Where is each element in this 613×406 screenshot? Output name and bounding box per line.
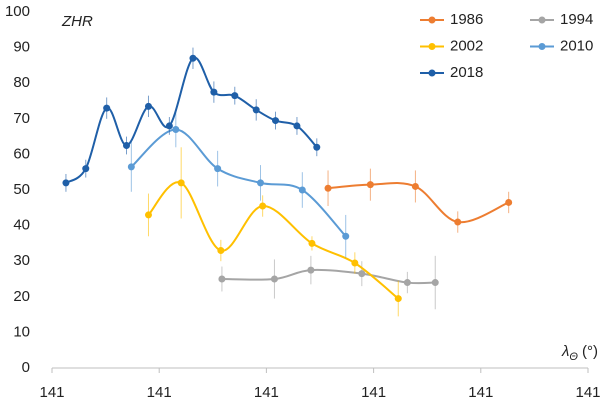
data-point (366, 181, 374, 189)
legend-marker (538, 16, 546, 24)
data-point (189, 54, 197, 62)
y-axis-label: ZHR (61, 13, 93, 30)
y-tick-label: 20 (13, 288, 30, 305)
legend-marker (428, 16, 436, 24)
data-point (218, 275, 226, 283)
series-line (130, 128, 347, 237)
data-point (172, 125, 180, 133)
data-point (342, 232, 350, 240)
data-point (123, 142, 131, 149)
data-point (358, 270, 366, 278)
x-tick-label: 141 (361, 384, 386, 401)
y-tick-label: 30 (13, 252, 30, 269)
x-axis-label-unit: (°) (582, 343, 598, 360)
x-tick-label: 141 (254, 384, 279, 401)
data-point (231, 92, 239, 100)
data-point (298, 186, 306, 194)
y-tick-label: 40 (13, 217, 30, 234)
data-point (411, 182, 419, 190)
data-point (252, 106, 260, 114)
y-tick-label: 90 (13, 39, 30, 56)
x-axis-label-main: λ (561, 343, 569, 360)
data-point (217, 247, 225, 255)
data-point (177, 179, 185, 187)
y-tick-label: 80 (13, 74, 30, 91)
legend-marker (538, 43, 546, 50)
legend-label: 1986 (450, 11, 483, 28)
data-point (257, 179, 265, 187)
legend-label: 2010 (560, 37, 593, 54)
data-point (144, 211, 152, 219)
data-point (270, 275, 278, 283)
x-tick-label: 141 (147, 384, 172, 401)
x-tick-label: 141 (575, 384, 600, 401)
data-point (144, 102, 152, 110)
legend-label: 2018 (450, 64, 483, 81)
legend-marker (428, 69, 436, 77)
data-point (431, 279, 439, 287)
data-point (394, 295, 402, 303)
data-point (454, 218, 462, 226)
data-point (307, 266, 315, 274)
data-point (324, 184, 332, 192)
data-point (351, 259, 359, 267)
series-line (65, 56, 318, 184)
y-tick-label: 100 (5, 3, 30, 20)
legend-label: 2002 (450, 37, 483, 54)
data-point (272, 117, 280, 125)
data-point (82, 165, 90, 173)
x-axis-label: λΘ (°) (561, 343, 598, 363)
x-tick-label: 141 (468, 384, 493, 401)
data-point (313, 143, 321, 151)
data-point (214, 165, 222, 173)
y-tick-label: 0 (22, 359, 30, 376)
series-line (221, 268, 436, 285)
data-point (308, 239, 316, 247)
x-axis-label-sub: Θ (569, 351, 578, 363)
data-point (165, 122, 173, 130)
legend-marker (428, 43, 436, 50)
x-tick-label: 141 (39, 384, 64, 401)
y-tick-label: 60 (13, 145, 30, 162)
series-line (327, 182, 510, 224)
data-point (210, 88, 218, 96)
data-point (127, 163, 135, 171)
y-tick-label: 10 (13, 323, 30, 340)
y-tick-label: 50 (13, 181, 30, 198)
legend-label: 1994 (560, 11, 593, 28)
data-point (259, 202, 267, 210)
data-point (103, 104, 111, 112)
data-point (505, 198, 513, 206)
data-point (293, 122, 301, 130)
y-tick-label: 70 (13, 110, 30, 127)
data-point (403, 279, 411, 287)
data-point (62, 179, 70, 187)
